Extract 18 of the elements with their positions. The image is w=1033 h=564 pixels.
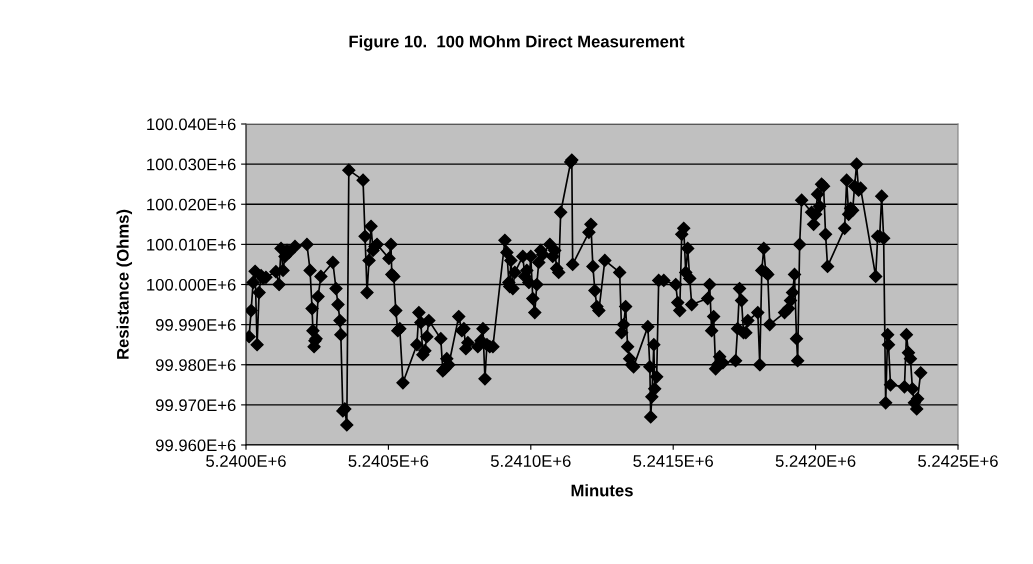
x-tick-label: 5.2405E+6 [348, 455, 429, 467]
x-tick-label: 5.2415E+6 [633, 455, 714, 467]
y-tick-label: 99.970E+6 [155, 399, 236, 412]
y-tick-label: 99.960E+6 [155, 439, 236, 452]
x-tick-label: 5.2410E+6 [490, 455, 571, 467]
y-tick-label: 100.030E+6 [147, 158, 236, 171]
x-tick-label: 5.2420E+6 [775, 455, 856, 467]
y-tick-label: 99.990E+6 [155, 319, 236, 331]
y-tick-label: 99.980E+6 [155, 359, 236, 371]
y-tick-label: 100.040E+6 [147, 118, 236, 131]
x-axis-title: Minutes [571, 484, 633, 497]
y-tick-label: 100.020E+6 [147, 198, 236, 211]
y-tick-label: 100.010E+6 [147, 238, 236, 251]
chart-title: Figure 10. 100 MOhm Direct Measurement [349, 35, 685, 51]
x-tick-label: 5.2425E+6 [918, 455, 998, 467]
y-axis-title: Resistance (Ohms) [116, 209, 133, 359]
x-tick-label: 5.2400E+6 [206, 455, 286, 467]
y-tick-label: 100.000E+6 [147, 278, 236, 291]
